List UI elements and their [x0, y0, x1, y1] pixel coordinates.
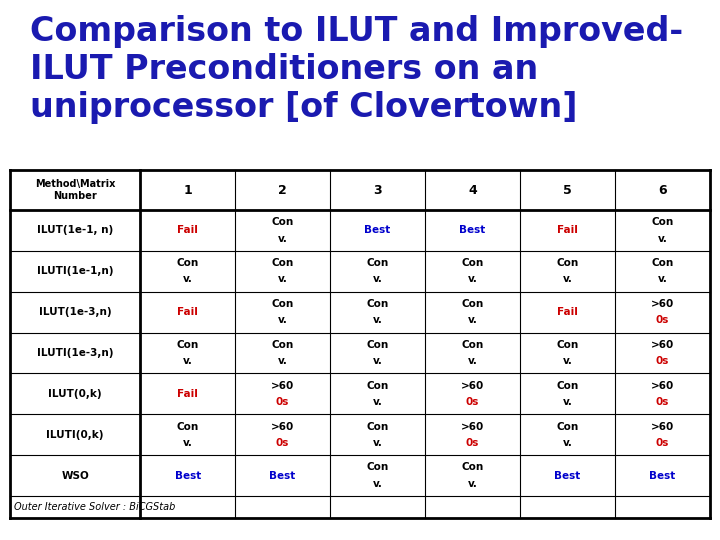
Text: Con: Con	[366, 381, 389, 390]
Text: Best: Best	[174, 470, 201, 481]
Text: ILUTI(1e-1,n): ILUTI(1e-1,n)	[37, 266, 113, 276]
Text: v.: v.	[373, 438, 382, 448]
Text: Con: Con	[652, 217, 674, 227]
Text: Con: Con	[176, 422, 199, 431]
Text: Con: Con	[366, 340, 389, 350]
Text: v.: v.	[183, 356, 192, 366]
Text: Fail: Fail	[177, 389, 198, 399]
Text: >60: >60	[271, 422, 294, 431]
Text: Method\Matrix
Number: Method\Matrix Number	[35, 179, 115, 201]
Text: >60: >60	[461, 422, 484, 431]
Text: >60: >60	[651, 381, 674, 390]
Text: Fail: Fail	[177, 225, 198, 235]
Text: Con: Con	[557, 422, 579, 431]
Text: v.: v.	[373, 356, 382, 366]
Text: Con: Con	[557, 340, 579, 350]
Text: v.: v.	[467, 274, 477, 285]
Text: v.: v.	[373, 397, 382, 407]
Text: ILUT(1e-1, n): ILUT(1e-1, n)	[37, 225, 113, 235]
Text: 0s: 0s	[276, 397, 289, 407]
Text: 3: 3	[373, 184, 382, 197]
Text: 0s: 0s	[466, 438, 480, 448]
Text: Con: Con	[462, 340, 484, 350]
Text: Fail: Fail	[177, 307, 198, 317]
Text: Con: Con	[366, 462, 389, 472]
Text: v.: v.	[278, 234, 287, 244]
Text: v.: v.	[467, 356, 477, 366]
Text: v.: v.	[467, 315, 477, 325]
Text: Con: Con	[176, 258, 199, 268]
Text: WSO: WSO	[61, 470, 89, 481]
Text: 6: 6	[658, 184, 667, 197]
Text: Best: Best	[649, 470, 675, 481]
Text: v.: v.	[278, 274, 287, 285]
Text: v.: v.	[183, 438, 192, 448]
Text: v.: v.	[657, 234, 667, 244]
Text: Con: Con	[462, 299, 484, 309]
Text: Con: Con	[271, 299, 294, 309]
Text: Fail: Fail	[557, 307, 578, 317]
Text: Outer Iterative Solver : BiCGStab: Outer Iterative Solver : BiCGStab	[14, 502, 176, 512]
Text: 4: 4	[468, 184, 477, 197]
Text: 0s: 0s	[466, 397, 480, 407]
Text: v.: v.	[278, 315, 287, 325]
Text: 0s: 0s	[276, 438, 289, 448]
Text: Con: Con	[366, 422, 389, 431]
Text: 5: 5	[563, 184, 572, 197]
Text: Con: Con	[271, 217, 294, 227]
Text: 2: 2	[278, 184, 287, 197]
Text: v.: v.	[373, 479, 382, 489]
Text: v.: v.	[373, 274, 382, 285]
Text: >60: >60	[461, 381, 484, 390]
Text: v.: v.	[467, 479, 477, 489]
Text: v.: v.	[278, 356, 287, 366]
Text: >60: >60	[651, 299, 674, 309]
Text: v.: v.	[562, 356, 572, 366]
Text: 0s: 0s	[656, 397, 669, 407]
Text: Con: Con	[176, 340, 199, 350]
Text: Best: Best	[364, 225, 391, 235]
Text: Con: Con	[271, 340, 294, 350]
Text: Con: Con	[652, 258, 674, 268]
Text: ILUTI(0,k): ILUTI(0,k)	[46, 430, 104, 440]
Text: v.: v.	[183, 274, 192, 285]
Text: v.: v.	[562, 274, 572, 285]
Text: v.: v.	[657, 274, 667, 285]
Text: ILUT(1e-3,n): ILUT(1e-3,n)	[39, 307, 112, 317]
Text: Comparison to ILUT and Improved-: Comparison to ILUT and Improved-	[30, 15, 683, 48]
Text: >60: >60	[651, 340, 674, 350]
Text: ILUTI(1e-3,n): ILUTI(1e-3,n)	[37, 348, 113, 358]
Text: >60: >60	[651, 422, 674, 431]
Text: v.: v.	[562, 438, 572, 448]
Text: Best: Best	[269, 470, 296, 481]
Text: Best: Best	[459, 225, 486, 235]
Text: 0s: 0s	[656, 356, 669, 366]
Text: Con: Con	[557, 381, 579, 390]
Text: Con: Con	[366, 299, 389, 309]
Text: v.: v.	[373, 315, 382, 325]
Text: Best: Best	[554, 470, 580, 481]
Text: uniprocessor [of Clovertown]: uniprocessor [of Clovertown]	[30, 91, 577, 124]
Text: v.: v.	[562, 397, 572, 407]
Text: Con: Con	[366, 258, 389, 268]
Text: ILUT Preconditioners on an: ILUT Preconditioners on an	[30, 53, 539, 86]
Text: Con: Con	[462, 258, 484, 268]
Text: ILUT(0,k): ILUT(0,k)	[48, 389, 102, 399]
Text: Con: Con	[557, 258, 579, 268]
Text: Con: Con	[462, 462, 484, 472]
Text: >60: >60	[271, 381, 294, 390]
Text: Con: Con	[271, 258, 294, 268]
Text: 0s: 0s	[656, 438, 669, 448]
Text: 0s: 0s	[656, 315, 669, 325]
Text: Fail: Fail	[557, 225, 578, 235]
Text: 1: 1	[184, 184, 192, 197]
